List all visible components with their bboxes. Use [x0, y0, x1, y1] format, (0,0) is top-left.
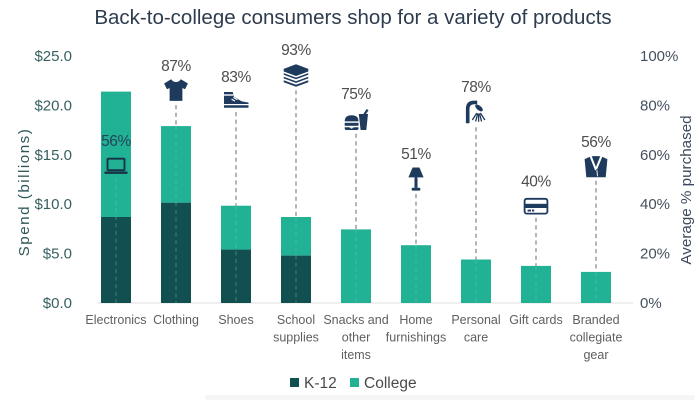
svg-text:51%: 51%: [401, 146, 431, 163]
svg-text:Electronics: Electronics: [85, 313, 146, 327]
svg-text:93%: 93%: [281, 42, 311, 59]
svg-text:40%: 40%: [640, 196, 670, 213]
svg-text:College: College: [364, 375, 417, 392]
svg-text:Back-to-college consumers shop: Back-to-college consumers shop for a var…: [94, 6, 611, 29]
svg-text:40%: 40%: [521, 174, 551, 191]
svg-text:75%: 75%: [341, 86, 371, 103]
svg-text:Clothing: Clothing: [153, 313, 199, 327]
svg-text:83%: 83%: [221, 69, 251, 86]
svg-text:0%: 0%: [640, 295, 662, 312]
svg-text:80%: 80%: [640, 97, 670, 114]
svg-text:$0.0: $0.0: [43, 295, 72, 312]
svg-text:$15.0: $15.0: [34, 147, 72, 164]
svg-text:$20.0: $20.0: [34, 97, 72, 114]
svg-text:Spend (billions): Spend (billions): [16, 128, 33, 257]
svg-text:K-12: K-12: [304, 375, 337, 392]
svg-text:60%: 60%: [640, 147, 670, 164]
svg-text:Gift cards: Gift cards: [509, 313, 563, 327]
svg-text:$5.0: $5.0: [43, 246, 72, 263]
svg-text:Shoes: Shoes: [218, 313, 253, 327]
svg-text:56%: 56%: [101, 133, 131, 150]
svg-text:87%: 87%: [161, 58, 191, 75]
svg-text:$10.0: $10.0: [34, 196, 72, 213]
svg-text:78%: 78%: [461, 79, 491, 96]
svg-text:20%: 20%: [640, 246, 670, 263]
svg-text:56%: 56%: [581, 134, 611, 151]
svg-text:$25.0: $25.0: [34, 48, 72, 65]
svg-text:100%: 100%: [640, 48, 678, 65]
svg-text:Average % purchased: Average % purchased: [678, 115, 695, 264]
